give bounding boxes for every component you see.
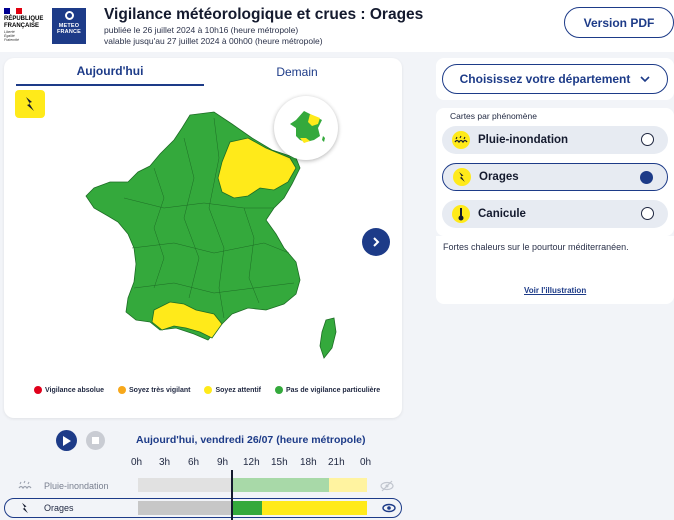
rain-bar-yellow <box>329 478 367 492</box>
map-legend: Vigilance absolue Soyez très vigilant So… <box>34 386 380 394</box>
radio-storms[interactable] <box>640 171 653 184</box>
phenomenon-info-card: Fortes chaleurs sur le pourtour méditerr… <box>436 236 674 304</box>
chevron-right-icon <box>373 237 380 247</box>
hour-label: 6h <box>188 457 200 468</box>
play-button[interactable] <box>56 430 77 451</box>
choose-department-label: Choisissez votre département <box>459 72 631 86</box>
tab-tomorrow[interactable]: Demain <box>276 65 318 79</box>
valid-until-date: valable jusqu'au 27 juillet 2024 à 00h00… <box>104 36 323 46</box>
rain-flood-icon <box>18 480 32 490</box>
phenomenon-rain-flood[interactable]: Pluie-inondation <box>442 126 668 154</box>
meteo-france-logo: METEO FRANCE <box>52 8 86 44</box>
rain-bar-past <box>138 478 232 492</box>
republique-francaise-logo: RÉPUBLIQUE FRANÇAISE Liberté Égalité Fra… <box>4 8 48 48</box>
hour-label: 18h <box>300 457 317 468</box>
hour-label: 9h <box>217 457 229 468</box>
mini-france-icon <box>290 111 325 143</box>
page-title: Vigilance météorologique et crues : Orag… <box>104 6 424 23</box>
orange-dot-icon <box>118 386 127 394</box>
yellow-zone-southwest[interactable] <box>151 301 223 339</box>
radio-rain-flood[interactable] <box>641 133 654 146</box>
stop-button[interactable] <box>86 431 105 450</box>
yellow-zone-northeast[interactable] <box>217 137 297 199</box>
chevron-down-icon <box>640 76 650 83</box>
mf-line2: FRANCE <box>56 29 82 35</box>
france-map[interactable] <box>4 58 402 418</box>
phenomenon-info-text: Fortes chaleurs sur le pourtour méditerr… <box>443 242 629 252</box>
meteo-france-mark-icon <box>64 11 74 20</box>
yellow-dot-icon <box>204 386 213 394</box>
phenomenon-label: Orages <box>479 171 519 183</box>
rf-motto-egalite: Égalité <box>4 34 15 38</box>
hour-label: 15h <box>271 457 288 468</box>
published-date: publiée le 26 juillet 2024 à 10h16 (heur… <box>104 25 299 35</box>
timeline-date-label: Aujourd'hui, vendredi 26/07 (heure métro… <box>136 434 366 446</box>
storm-bar-past <box>138 501 232 515</box>
department-selector-card: Choisissez votre département <box>436 58 674 100</box>
france-mainland[interactable] <box>85 111 301 341</box>
phenomena-title: Cartes par phénomène <box>450 111 537 121</box>
hour-label: 0h <box>360 457 372 468</box>
next-map-button[interactable] <box>362 228 390 256</box>
lightning-icon <box>26 97 34 111</box>
radio-heatwave[interactable] <box>641 207 654 220</box>
rf-line2: FRANÇAISE <box>4 23 40 29</box>
tab-today[interactable]: Aujourd'hui <box>16 58 204 86</box>
phenomenon-heatwave[interactable]: Canicule <box>442 200 668 228</box>
timeline-row-storms[interactable] <box>4 498 402 518</box>
rf-line1: RÉPUBLIQUE <box>4 16 44 22</box>
eye-icon[interactable] <box>382 502 396 514</box>
legend-label: Soyez très vigilant <box>129 386 191 394</box>
legend-label: Vigilance absolue <box>45 386 105 394</box>
phenomenon-label: Canicule <box>478 208 526 220</box>
french-flag-icon <box>4 8 22 14</box>
rf-motto-liberte: Liberté <box>4 30 15 34</box>
legend-item-absolute: Vigilance absolue <box>34 386 104 394</box>
phenomena-card: Cartes par phénomène Pluie-inondation Or… <box>436 108 674 236</box>
rain-flood-icon <box>452 131 470 149</box>
vigilance-map-card: Aujourd'hui Demain <box>4 58 402 418</box>
timeline-row-label-storms: Orages <box>44 503 74 513</box>
legend-item-none: Pas de vigilance particulière <box>275 386 380 394</box>
see-illustration-link[interactable]: Voir l'illustration <box>524 286 587 295</box>
lightning-icon <box>22 502 28 514</box>
department-borders <box>123 117 295 319</box>
timeline-row-label-rain: Pluie-inondation <box>44 481 109 491</box>
pdf-version-button[interactable]: Version PDF <box>564 7 674 38</box>
play-icon <box>63 435 71 446</box>
corsica[interactable] <box>319 317 337 359</box>
phenomenon-storms[interactable]: Orages <box>442 163 668 191</box>
hour-label: 12h <box>243 457 260 468</box>
storm-bar-yellow <box>262 501 367 515</box>
mini-map-overview[interactable] <box>274 96 338 160</box>
rf-motto-fraternite: Fraternité <box>4 38 19 42</box>
rain-bar-green <box>232 478 329 492</box>
mf-line1: METEO <box>58 23 80 29</box>
lightning-icon <box>453 168 471 186</box>
page-header: RÉPUBLIQUE FRANÇAISE Liberté Égalité Fra… <box>0 0 674 52</box>
phenomenon-label: Pluie-inondation <box>478 134 569 146</box>
hour-label: 0h <box>131 457 143 468</box>
legend-label: Pas de vigilance particulière <box>286 386 381 394</box>
storm-bar-green <box>232 501 262 515</box>
storm-phenomenon-badge <box>15 90 45 118</box>
stop-icon <box>92 437 99 444</box>
legend-item-attentive: Soyez attentif <box>204 386 261 394</box>
legend-label: Soyez attentif <box>215 386 261 394</box>
thermometer-icon <box>452 205 470 223</box>
hour-label: 3h <box>159 457 171 468</box>
green-dot-icon <box>275 386 283 394</box>
legend-item-very-vigilant: Soyez très vigilant <box>118 386 190 394</box>
eye-off-icon[interactable] <box>380 480 394 492</box>
hour-label: 21h <box>328 457 345 468</box>
current-time-cursor[interactable] <box>231 470 233 520</box>
red-dot-icon <box>34 386 42 394</box>
choose-department-button[interactable]: Choisissez votre département <box>442 64 668 94</box>
